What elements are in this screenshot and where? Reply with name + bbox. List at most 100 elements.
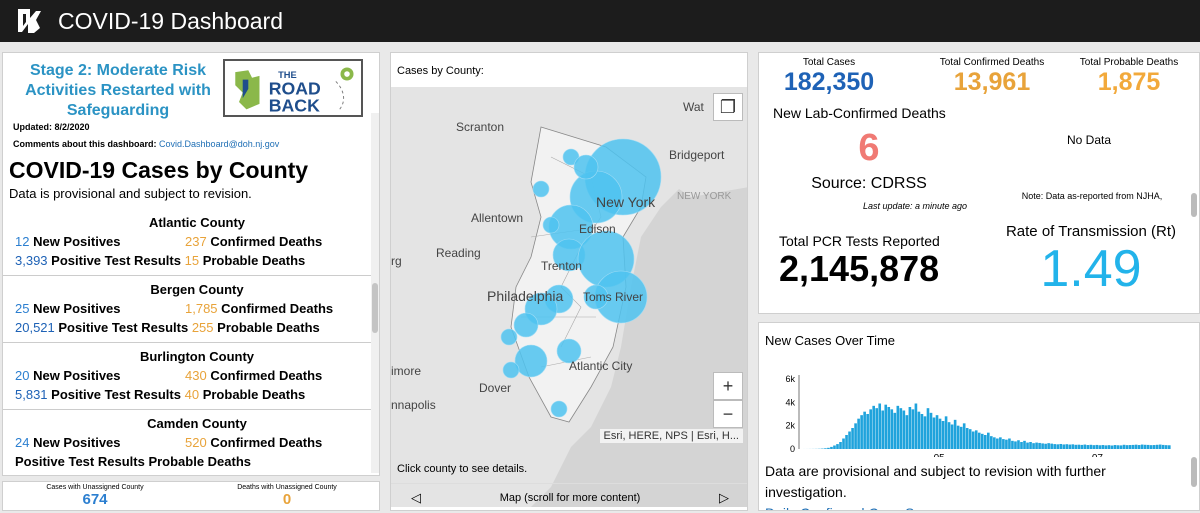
case-bar[interactable] (1029, 442, 1032, 449)
case-bar[interactable] (1053, 444, 1056, 449)
case-bar[interactable] (1074, 444, 1078, 449)
county-list-scrollbar[interactable] (371, 113, 379, 473)
case-bar[interactable] (1134, 444, 1138, 449)
note-scrollbar[interactable] (1191, 193, 1197, 217)
next-arrow-icon[interactable]: ▷ (719, 490, 729, 505)
case-bar[interactable] (827, 447, 830, 449)
case-bar[interactable] (1011, 440, 1014, 449)
case-bar[interactable] (1113, 445, 1117, 449)
case-bar[interactable] (1092, 445, 1096, 449)
bookmark-button[interactable]: ❐ (713, 93, 743, 121)
county-bubble[interactable] (573, 154, 599, 180)
case-bar[interactable] (1050, 443, 1053, 449)
county-card[interactable]: Atlantic County 12 New Positives 237 Confi… (3, 209, 379, 276)
case-bar[interactable] (1143, 444, 1147, 449)
case-bar[interactable] (851, 428, 854, 449)
case-bar[interactable] (1038, 442, 1041, 449)
case-bar[interactable] (1101, 445, 1105, 449)
case-bar[interactable] (1125, 445, 1129, 449)
road-back-banner[interactable]: Stage 2: Moderate Risk Activities Restar… (3, 53, 379, 119)
case-bar[interactable] (1107, 445, 1111, 449)
case-bar[interactable] (902, 410, 906, 450)
case-bar[interactable] (1164, 445, 1168, 449)
case-bar[interactable] (854, 423, 857, 449)
case-bar[interactable] (962, 423, 966, 449)
case-bar[interactable] (932, 417, 936, 450)
case-bar[interactable] (1140, 444, 1144, 449)
new-cases-chart[interactable]: 0 2k 4k 6k 05 07 (759, 367, 1199, 457)
county-bubble[interactable] (583, 284, 609, 310)
case-bar[interactable] (863, 411, 866, 449)
case-bar[interactable] (941, 421, 945, 449)
scrollbar-thumb[interactable] (372, 283, 378, 333)
case-bar[interactable] (926, 408, 930, 449)
case-bar[interactable] (1047, 443, 1050, 449)
case-bar[interactable] (1023, 440, 1026, 449)
case-bar[interactable] (1161, 444, 1165, 449)
zoom-in-button[interactable]: + (713, 372, 743, 400)
case-bar[interactable] (1080, 444, 1084, 449)
comments-email-link[interactable]: Covid.Dashboard@doh.nj.gov (159, 139, 280, 149)
map-canvas[interactable]: Scranton Bridgeport Allentown New York NEW Y… (391, 87, 748, 507)
county-bubble[interactable] (500, 328, 518, 346)
case-bar[interactable] (987, 432, 990, 449)
case-bar[interactable] (905, 415, 909, 449)
case-bar[interactable] (869, 409, 872, 449)
case-bar[interactable] (1056, 444, 1059, 449)
case-bar[interactable] (947, 422, 951, 449)
case-bar[interactable] (1152, 445, 1156, 449)
county-bubble[interactable] (550, 400, 568, 418)
case-bar[interactable] (1077, 444, 1081, 449)
case-bar[interactable] (860, 415, 863, 449)
case-bar[interactable] (824, 448, 827, 449)
case-bar[interactable] (908, 407, 912, 449)
case-bar[interactable] (1002, 439, 1005, 449)
case-bar[interactable] (1068, 444, 1072, 449)
case-bar[interactable] (881, 410, 885, 450)
case-bar[interactable] (1116, 445, 1120, 449)
county-bubble[interactable] (513, 312, 539, 338)
case-bar[interactable] (875, 408, 879, 449)
county-bubble[interactable] (502, 361, 520, 379)
case-bar[interactable] (1086, 445, 1090, 449)
case-bar[interactable] (1104, 445, 1108, 449)
case-bar[interactable] (872, 405, 875, 449)
case-bar[interactable] (842, 438, 845, 450)
case-bar[interactable] (914, 403, 918, 450)
case-bar[interactable] (830, 446, 833, 449)
case-bar[interactable] (848, 431, 851, 450)
case-bar[interactable] (893, 412, 897, 449)
case-bar[interactable] (896, 405, 900, 449)
case-bar[interactable] (887, 407, 891, 449)
case-bar[interactable] (1062, 444, 1066, 449)
case-bar[interactable] (944, 416, 948, 449)
case-bar[interactable] (1017, 440, 1020, 449)
case-bar[interactable] (996, 438, 999, 450)
case-bar[interactable] (899, 408, 903, 449)
case-bar[interactable] (1071, 444, 1075, 449)
case-bar[interactable] (956, 425, 960, 449)
case-bar[interactable] (1035, 442, 1038, 449)
county-map[interactable]: Scranton Bridgeport Allentown New York NEW Y… (391, 87, 748, 507)
prev-arrow-icon[interactable]: ◁ (411, 490, 421, 505)
case-bar[interactable] (1041, 443, 1044, 449)
case-bar[interactable] (1095, 444, 1099, 449)
case-bar[interactable] (1110, 445, 1114, 450)
case-bar[interactable] (974, 430, 978, 449)
daily-summary-link[interactable]: Daily Confirmed Case Summary (765, 503, 1185, 510)
county-card[interactable]: Camden County 24 New Positives 520 Confirm… (3, 410, 379, 475)
case-bar[interactable] (917, 411, 921, 449)
case-bar[interactable] (1083, 444, 1087, 449)
case-bar[interactable] (953, 419, 957, 449)
case-bar[interactable] (1122, 444, 1126, 449)
county-bubble[interactable] (514, 344, 548, 378)
case-bar[interactable] (1032, 443, 1035, 449)
county-bubble[interactable] (556, 338, 582, 364)
case-bar[interactable] (833, 445, 836, 450)
case-bar[interactable] (1137, 445, 1141, 449)
case-bar[interactable] (1044, 443, 1047, 449)
case-bar[interactable] (980, 433, 984, 449)
case-bar[interactable] (1119, 445, 1123, 449)
case-bar[interactable] (959, 426, 963, 449)
case-bar[interactable] (965, 428, 969, 449)
